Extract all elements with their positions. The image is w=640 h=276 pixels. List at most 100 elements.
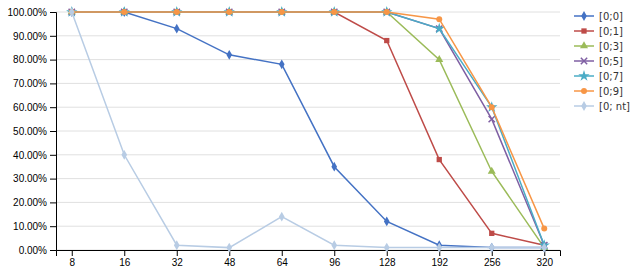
x-tick: 256: [484, 250, 501, 268]
y-tick-label: 0.00%: [19, 245, 47, 256]
x-tick-label: 256: [484, 257, 501, 268]
y-tick: 70.00%: [13, 78, 56, 89]
legend-label: [0; nt]: [599, 101, 630, 112]
series-line: [72, 12, 545, 248]
y-tick: 90.00%: [13, 31, 56, 42]
y-tick-mark: [50, 250, 56, 251]
x-axis-line: [57, 251, 561, 257]
x-tick: 320: [536, 250, 553, 268]
point: [226, 50, 232, 60]
x-tick-label: 48: [224, 257, 236, 268]
marks: [66, 6, 550, 253]
y-tick-label: 10.00%: [13, 221, 47, 232]
legend-item: [0;3]: [574, 41, 623, 52]
series: [69, 9, 547, 232]
series-line: [72, 12, 545, 248]
series: [69, 9, 548, 249]
point: [489, 231, 494, 236]
x-tick-label: 128: [379, 257, 396, 268]
y-tick-label: 60.00%: [13, 102, 47, 113]
y-tick-mark: [50, 12, 56, 13]
y-tick: 10.00%: [13, 221, 56, 232]
y-tick: 80.00%: [13, 54, 56, 65]
x-tick: 16: [119, 250, 131, 268]
point: [436, 243, 442, 253]
series-line: [72, 12, 545, 248]
y-tick-mark: [50, 179, 56, 180]
x-tick: 8: [69, 250, 75, 268]
point: [174, 9, 180, 15]
legend-label: [0;0]: [599, 11, 623, 22]
legend-item: [0;5]: [574, 56, 623, 67]
point: [174, 240, 180, 250]
point: [279, 9, 285, 15]
y-tick-mark: [50, 155, 56, 156]
series-line: [72, 12, 545, 245]
legend-label: [0;3]: [599, 41, 623, 52]
plot: 816324864961281922563200.00%10.00%20.00%…: [8, 6, 561, 268]
point: [541, 226, 547, 232]
point: [174, 9, 179, 14]
point: [331, 9, 337, 15]
y-tick: 50.00%: [13, 126, 56, 137]
point: [331, 162, 337, 172]
x-tick-label: 16: [119, 257, 131, 268]
point: [226, 243, 232, 253]
y-tick-label: 70.00%: [13, 78, 47, 89]
legend-symbol: [581, 58, 587, 64]
grid-line: [56, 131, 560, 132]
y-tick-mark: [50, 36, 56, 37]
grid-line: [56, 35, 560, 36]
y-tick-mark: [50, 83, 56, 84]
legend-label: [0;9]: [599, 86, 623, 97]
x-tick-label: 96: [329, 257, 341, 268]
point: [489, 243, 495, 253]
y-tick-label: 90.00%: [13, 31, 47, 42]
legend-symbol: [581, 101, 587, 111]
y-axis-line: [50, 13, 57, 251]
y-tick-mark: [50, 226, 56, 227]
x-tick: 192: [431, 250, 448, 268]
point: [489, 104, 495, 110]
series: [69, 9, 547, 248]
legend-label: [0;7]: [599, 71, 623, 82]
point: [227, 9, 232, 14]
x-tick: 96: [329, 250, 341, 268]
y-tick: 30.00%: [13, 173, 56, 184]
point: [279, 212, 285, 222]
point: [437, 157, 442, 162]
point: [436, 16, 442, 22]
legend-symbol: [581, 11, 587, 21]
x-tick-mark: [124, 250, 125, 256]
point: [489, 243, 495, 253]
y-tick-label: 80.00%: [13, 54, 47, 65]
point: [384, 217, 390, 227]
x-tick-mark: [72, 250, 73, 256]
point: [486, 101, 497, 112]
point: [121, 9, 127, 15]
point: [434, 23, 445, 34]
point: [384, 9, 390, 15]
point: [174, 24, 180, 34]
x-tick: 64: [277, 250, 289, 268]
grid-line: [56, 226, 560, 227]
x-tick-mark: [177, 250, 178, 256]
grid-line: [56, 83, 560, 84]
legend-item: [0;0]: [574, 11, 623, 22]
point: [435, 55, 443, 62]
series: [69, 7, 547, 252]
y-tick: 40.00%: [13, 150, 56, 161]
x-tick: 128: [379, 250, 396, 268]
y-tick: 0.00%: [19, 245, 56, 256]
series: [68, 7, 549, 250]
chart: 816324864961281922563200.00%10.00%20.00%…: [0, 0, 640, 276]
y-tick-label: 50.00%: [13, 126, 47, 137]
grid-line: [56, 202, 560, 203]
series-line: [72, 12, 545, 245]
point: [331, 240, 337, 250]
x-tick-label: 64: [277, 257, 289, 268]
y-axis: 0.00%10.00%20.00%30.00%40.00%50.00%60.00…: [8, 7, 57, 256]
series-line: [72, 12, 545, 229]
point: [541, 243, 547, 253]
y-tick-mark: [50, 60, 56, 61]
